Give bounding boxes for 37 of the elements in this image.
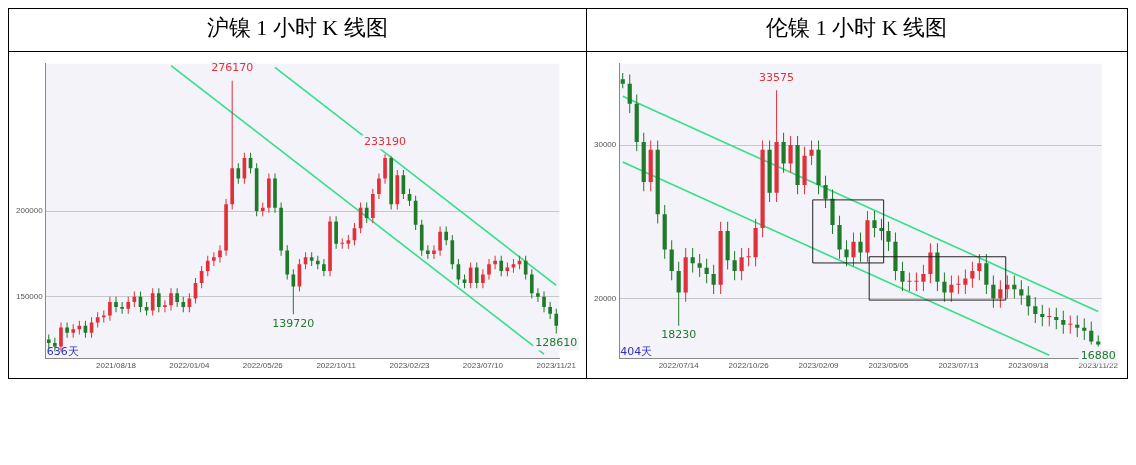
x-tick-label: 2021/08/18	[95, 361, 137, 371]
x-tick-label: 2022/01/04	[169, 361, 210, 371]
candlestick	[906, 272, 912, 291]
x-tick-label: 2023/09/18	[1007, 361, 1049, 371]
y-tick-label: 150000	[15, 291, 44, 301]
annotation: 636天	[46, 344, 79, 358]
x-tick-label: 2023/11/21	[536, 361, 577, 371]
annotation: 128610	[535, 335, 578, 349]
candlestick	[913, 272, 919, 291]
annotation: 276170	[211, 61, 254, 74]
annotation: 18230	[660, 328, 696, 342]
x-tick-label: 2023/05/05	[868, 361, 909, 371]
x-tick-label: 2023/02/23	[389, 361, 431, 371]
x-tick-label: 2022/05/26	[242, 361, 284, 371]
y-tick-label: 30000	[593, 140, 617, 150]
annotation: 404天	[619, 344, 652, 358]
annotation: 33575	[758, 70, 794, 84]
candlestick	[1074, 315, 1079, 337]
x-tick-label: 2023/02/09	[798, 361, 839, 371]
x-tick-label: 2023/11/22	[1078, 361, 1119, 371]
candlestick	[340, 238, 345, 249]
annotation: 139720	[272, 316, 315, 330]
chart-title: 伦镍 1 小时 K 线图	[586, 8, 1128, 52]
annotation: 233190	[364, 134, 407, 148]
annotation: 16880	[1080, 348, 1116, 362]
candlestick	[955, 275, 961, 294]
candlestick	[1067, 315, 1072, 334]
x-tick-label: 2023/07/13	[937, 361, 979, 371]
y-tick-label: 200000	[15, 206, 44, 216]
candlestick	[746, 247, 751, 267]
x-tick-label: 2022/10/11	[316, 361, 357, 371]
x-tick-label: 2022/10/26	[728, 361, 769, 371]
x-tick-label: 2023/07/10	[462, 361, 504, 371]
candlestick	[1046, 307, 1051, 327]
y-tick-label: 20000	[593, 293, 617, 303]
chart-title: 沪镍 1 小时 K 线图	[8, 8, 587, 52]
x-tick-label: 2022/07/14	[658, 361, 699, 371]
